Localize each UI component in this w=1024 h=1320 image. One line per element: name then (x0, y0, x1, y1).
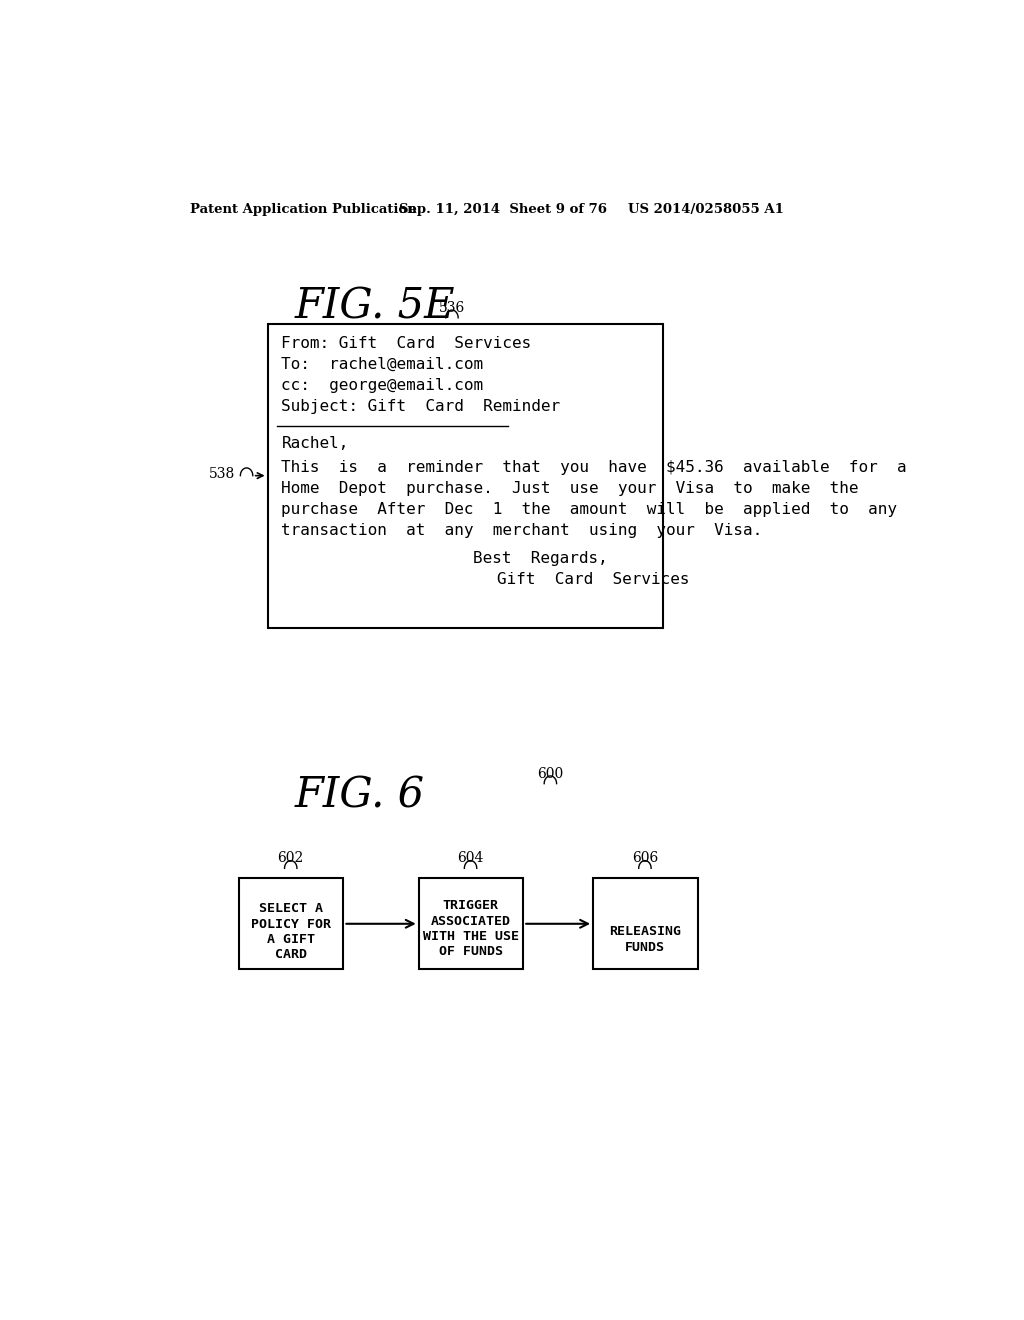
Bar (267, 323, 663, 628)
Text: Rachel,: Rachel, (282, 437, 349, 451)
Text: A GIFT: A GIFT (266, 933, 314, 946)
Text: RELEASING: RELEASING (609, 925, 681, 939)
Text: transaction  at  any  merchant  using  your  Visa.: transaction at any merchant using your V… (282, 523, 763, 537)
Text: Subject: Gift  Card  Reminder: Subject: Gift Card Reminder (282, 399, 560, 413)
Text: Gift  Card  Services: Gift Card Services (497, 572, 689, 587)
Text: 536: 536 (439, 301, 465, 315)
Text: Patent Application Publication: Patent Application Publication (190, 203, 417, 216)
Text: FIG. 5E: FIG. 5E (295, 285, 455, 327)
Text: To:  rachel@email.com: To: rachel@email.com (282, 358, 483, 372)
Text: 600: 600 (538, 767, 563, 780)
Text: Home  Depot  purchase.  Just  use  your  Visa  to  make  the: Home Depot purchase. Just use your Visa … (282, 480, 859, 496)
Text: ASSOCIATED: ASSOCIATED (430, 915, 511, 928)
Text: FUNDS: FUNDS (625, 941, 665, 954)
Text: This  is  a  reminder  that  you  have  $45.36  available  for  a: This is a reminder that you have $45.36 … (282, 461, 907, 475)
Bar (593, 878, 697, 969)
Text: OF FUNDS: OF FUNDS (438, 945, 503, 958)
Text: CARD: CARD (274, 949, 307, 961)
Text: FIG. 6: FIG. 6 (295, 775, 425, 816)
Text: SELECT A: SELECT A (259, 903, 323, 915)
Text: 602: 602 (278, 851, 304, 866)
Text: 606: 606 (632, 851, 658, 866)
Text: WITH THE USE: WITH THE USE (423, 929, 518, 942)
Text: TRIGGER: TRIGGER (442, 899, 499, 912)
Text: Sep. 11, 2014  Sheet 9 of 76: Sep. 11, 2014 Sheet 9 of 76 (399, 203, 607, 216)
Text: purchase  After  Dec  1  the  amount  will  be  applied  to  any: purchase After Dec 1 the amount will be … (282, 502, 897, 517)
Text: cc:  george@email.com: cc: george@email.com (282, 378, 483, 393)
Text: 538: 538 (209, 467, 236, 482)
Text: From: Gift  Card  Services: From: Gift Card Services (282, 337, 531, 351)
Text: Best  Regards,: Best Regards, (473, 552, 608, 566)
Bar (239, 878, 343, 969)
Text: 604: 604 (458, 851, 483, 866)
Bar (419, 878, 523, 969)
Text: POLICY FOR: POLICY FOR (251, 917, 331, 931)
Text: US 2014/0258055 A1: US 2014/0258055 A1 (628, 203, 783, 216)
